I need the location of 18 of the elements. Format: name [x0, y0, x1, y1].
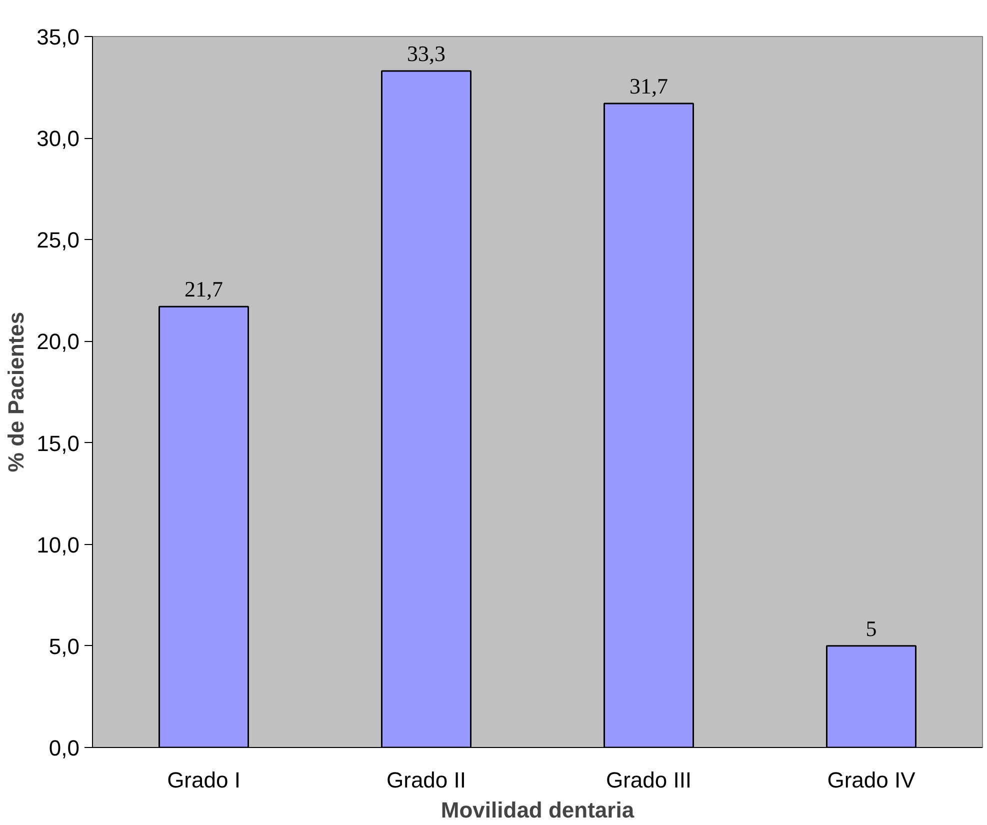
y-tick-label: 25,0	[36, 228, 80, 253]
y-tick-label: 20,0	[36, 329, 80, 354]
data-label: 33,3	[407, 41, 446, 66]
x-tick-label: Grado IV	[827, 768, 916, 792]
y-tick-label: 10,0	[36, 532, 80, 558]
y-tick-label: 30,0	[36, 126, 80, 152]
y-tick-label: 5,0	[48, 634, 80, 659]
y-tick-label: 35,0	[36, 24, 80, 50]
x-tick-label: Grado I	[167, 768, 240, 792]
x-tick-label: Grado III	[606, 768, 692, 792]
data-label: 31,7	[630, 74, 668, 99]
x-tick-label: Grado II	[386, 768, 466, 792]
y-axis-title: % de Pacientes	[4, 312, 29, 472]
y-tick-label: 15,0	[36, 430, 80, 456]
y-tick-label: 0,0	[48, 736, 80, 760]
x-axis-title: Movilidad dentaria	[440, 798, 635, 822]
data-label: 5	[866, 616, 877, 641]
data-label: 21,7	[184, 276, 223, 302]
